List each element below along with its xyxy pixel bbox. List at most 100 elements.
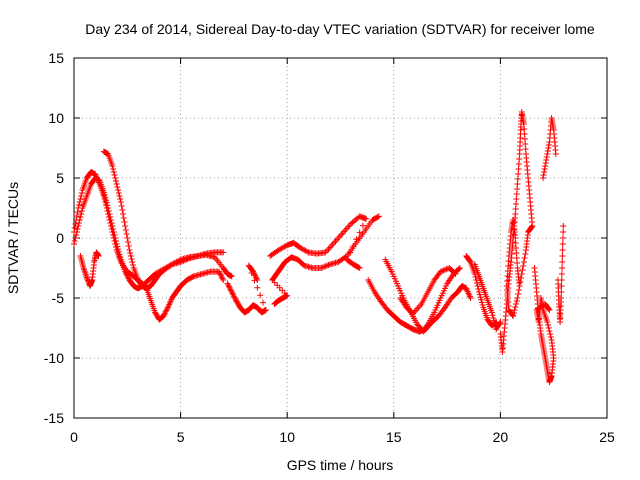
data-point bbox=[119, 207, 126, 213]
data-point bbox=[456, 265, 463, 271]
data-point bbox=[225, 282, 232, 288]
series-track-4 bbox=[77, 249, 102, 289]
data-point bbox=[125, 239, 132, 245]
data-point bbox=[122, 268, 129, 275]
data-point bbox=[559, 235, 566, 241]
data-point bbox=[115, 187, 122, 193]
data-point bbox=[519, 267, 526, 273]
data-point bbox=[125, 243, 132, 249]
data-point bbox=[228, 289, 235, 295]
x-tick-label: 0 bbox=[70, 429, 78, 445]
data-point bbox=[128, 256, 135, 262]
data-point bbox=[466, 258, 473, 264]
data-point bbox=[229, 290, 236, 297]
data-point bbox=[95, 253, 102, 259]
data-point bbox=[74, 209, 81, 215]
data-point bbox=[342, 254, 349, 260]
data-point bbox=[439, 268, 446, 274]
data-point bbox=[122, 270, 129, 276]
data-point bbox=[540, 175, 547, 181]
data-point bbox=[101, 192, 108, 198]
data-point bbox=[124, 272, 131, 279]
data-point bbox=[359, 222, 366, 229]
data-point bbox=[250, 270, 257, 276]
data-point bbox=[71, 238, 78, 244]
x-tick-label: 25 bbox=[599, 429, 615, 445]
series-track-9 bbox=[497, 109, 536, 355]
data-point bbox=[252, 274, 259, 281]
data-point bbox=[124, 235, 131, 241]
data-point bbox=[548, 337, 555, 343]
data-point bbox=[110, 166, 117, 172]
data-point bbox=[218, 272, 225, 279]
data-point bbox=[375, 213, 382, 220]
data-point bbox=[109, 223, 116, 229]
data-point bbox=[112, 238, 119, 244]
data-point bbox=[228, 273, 235, 280]
data-point bbox=[558, 295, 565, 301]
axis-ticks: 0 5 10 15 20 25 -15 -10 -5 0 5 10 15 bbox=[44, 50, 615, 445]
data-point bbox=[558, 289, 565, 295]
x-tick-label: 20 bbox=[493, 429, 509, 445]
data-point bbox=[105, 208, 112, 214]
data-point bbox=[257, 292, 264, 299]
data-point bbox=[540, 172, 547, 178]
series-track-10 bbox=[531, 115, 567, 385]
data-point bbox=[252, 272, 259, 279]
data-point bbox=[506, 308, 513, 314]
series-track-1 bbox=[71, 169, 227, 323]
data-point bbox=[75, 202, 82, 208]
data-point bbox=[231, 294, 238, 301]
data-point bbox=[253, 275, 260, 282]
y-tick-label: -15 bbox=[44, 410, 64, 426]
data-point bbox=[476, 291, 483, 298]
data-point bbox=[347, 249, 354, 256]
data-point bbox=[452, 271, 459, 277]
data-point bbox=[513, 298, 520, 304]
data-point bbox=[220, 277, 227, 283]
data-point bbox=[545, 306, 552, 312]
data-point bbox=[558, 283, 565, 289]
data-point bbox=[114, 243, 121, 250]
data-point bbox=[520, 259, 527, 265]
data-point bbox=[224, 280, 231, 287]
data-point bbox=[71, 225, 78, 231]
data-point bbox=[424, 322, 431, 329]
data-point bbox=[127, 253, 134, 259]
data-point bbox=[105, 205, 112, 211]
y-tick-label: -5 bbox=[52, 290, 65, 306]
data-point bbox=[102, 197, 109, 204]
data-point bbox=[472, 274, 479, 280]
data-point bbox=[437, 268, 444, 275]
data-point bbox=[111, 232, 118, 238]
data-point bbox=[121, 219, 128, 225]
data-point bbox=[356, 265, 363, 271]
data-point bbox=[122, 223, 129, 229]
data-point bbox=[262, 307, 269, 313]
data-point bbox=[552, 151, 559, 157]
data-point bbox=[230, 293, 237, 300]
data-point bbox=[72, 235, 79, 241]
data-point bbox=[467, 295, 474, 301]
x-axis-label: GPS time / hours bbox=[287, 457, 394, 473]
data-point bbox=[322, 263, 329, 270]
data-point bbox=[230, 291, 237, 298]
data-point bbox=[120, 211, 127, 217]
data-point bbox=[546, 328, 553, 334]
data-point bbox=[163, 307, 170, 314]
data-point bbox=[112, 235, 119, 241]
data-point bbox=[559, 265, 566, 271]
data-point bbox=[558, 277, 565, 283]
data-point bbox=[75, 220, 82, 226]
data-point bbox=[350, 243, 357, 249]
data-point bbox=[228, 287, 235, 294]
data-point bbox=[441, 266, 448, 273]
data-point bbox=[318, 265, 325, 271]
data-point bbox=[545, 325, 552, 331]
data-point bbox=[112, 178, 119, 184]
data-point bbox=[522, 247, 529, 253]
data-point bbox=[544, 148, 551, 154]
data-point bbox=[100, 189, 107, 196]
data-point bbox=[116, 193, 123, 199]
